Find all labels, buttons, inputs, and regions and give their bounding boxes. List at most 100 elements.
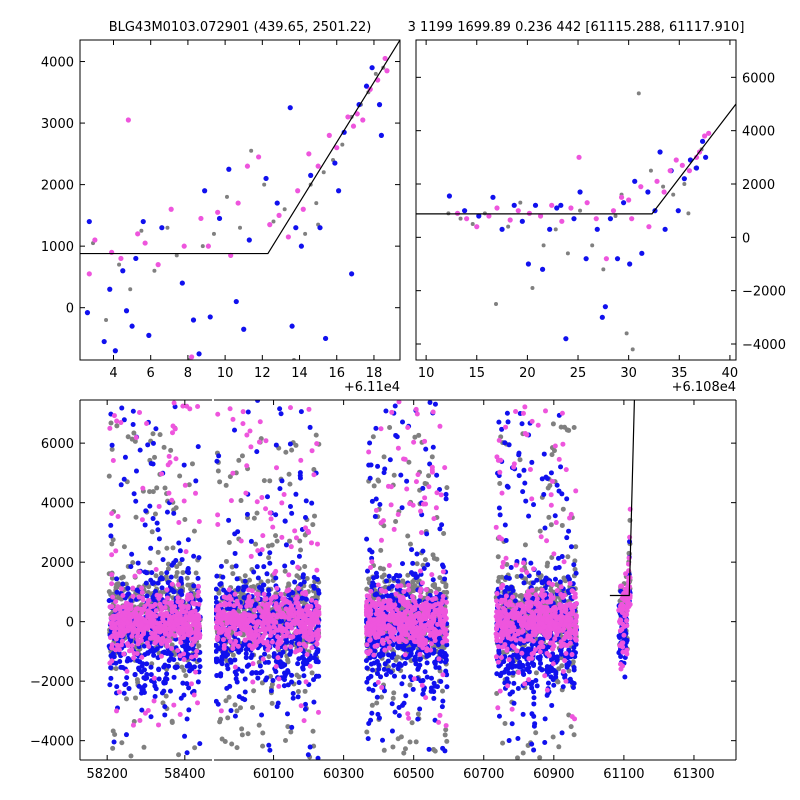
blue-data-point: [295, 661, 301, 667]
blue-data-point: [150, 594, 156, 600]
gray-data-point: [153, 573, 159, 579]
blue-data-point: [424, 660, 430, 666]
gray-data-point: [234, 745, 240, 751]
magenta-data-point: [646, 224, 652, 230]
blue-data-point: [535, 655, 541, 661]
gray-data-point: [556, 744, 562, 750]
gray-data-point: [158, 570, 164, 576]
gray-data-point: [223, 698, 229, 704]
blue-data-point: [571, 645, 577, 651]
magenta-data-point: [169, 497, 175, 503]
magenta-data-point: [137, 717, 143, 723]
blue-data-point: [305, 752, 311, 758]
gray-data-point: [310, 728, 316, 734]
gray-data-point: [387, 425, 393, 431]
blue-data-point: [271, 653, 277, 659]
blue-data-point: [284, 711, 290, 717]
magenta-data-point: [276, 212, 282, 218]
blue-data-point: [501, 659, 507, 665]
magenta-data-point: [215, 209, 221, 215]
magenta-data-point: [114, 418, 120, 424]
gray-data-point: [164, 545, 170, 551]
blue-data-point: [391, 662, 397, 668]
magenta-data-point: [196, 518, 202, 524]
blue-data-point: [399, 505, 405, 511]
gray-data-point: [132, 695, 138, 701]
blue-data-point: [214, 458, 220, 464]
blue-data-point: [292, 579, 298, 585]
blue-data-point: [282, 518, 288, 524]
blue-data-point: [414, 551, 420, 557]
gray-data-point: [312, 513, 318, 519]
gray-data-point: [265, 578, 271, 584]
gray-data-point: [578, 208, 583, 213]
gray-data-point: [226, 694, 232, 700]
blue-data-point: [364, 665, 370, 671]
blue-data-point: [142, 522, 148, 528]
magenta-data-point: [129, 647, 135, 653]
blue-data-point: [602, 304, 608, 310]
gray-data-point: [442, 732, 448, 738]
gray-data-point: [558, 655, 564, 661]
blue-data-point: [531, 695, 537, 701]
blue-data-point: [432, 683, 438, 689]
gray-data-point: [262, 182, 267, 187]
blue-data-point: [516, 473, 522, 479]
blue-data-point: [287, 441, 293, 447]
gray-data-point: [266, 555, 272, 561]
magenta-data-point: [576, 154, 582, 160]
blue-data-point: [520, 489, 526, 495]
gray-data-point: [215, 468, 221, 474]
gray-data-point: [150, 489, 156, 495]
blue-data-point: [703, 154, 709, 160]
gray-data-point: [274, 538, 280, 544]
blue-data-point: [226, 517, 232, 523]
gray-data-point: [412, 434, 418, 440]
magenta-data-point: [112, 607, 118, 613]
gray-data-point: [391, 472, 397, 478]
gray-data-point: [174, 570, 180, 576]
gray-data-point: [500, 649, 506, 655]
blue-data-point: [539, 579, 545, 585]
y-tick-label: 4000: [742, 125, 775, 140]
blue-data-point: [159, 585, 165, 591]
blue-data-point: [322, 335, 329, 342]
blue-data-point: [367, 655, 373, 661]
gray-data-point: [572, 566, 578, 572]
magenta-data-point: [178, 640, 184, 646]
gray-data-point: [183, 673, 189, 679]
magenta-data-point: [125, 117, 131, 123]
magenta-data-point: [166, 626, 172, 632]
blue-data-point: [267, 560, 273, 566]
blue-data-point: [156, 536, 162, 542]
gray-data-point: [441, 530, 447, 536]
magenta-data-point: [350, 123, 357, 129]
blue-data-point: [141, 667, 147, 673]
blue-data-point: [372, 513, 378, 519]
magenta-data-point: [702, 133, 708, 139]
blue-data-point: [363, 658, 369, 664]
blue-data-point: [125, 585, 131, 591]
blue-data-point: [317, 225, 323, 231]
blue-data-point: [122, 454, 128, 460]
x-tick-label: 16: [328, 366, 345, 381]
blue-data-point: [193, 478, 199, 484]
gray-data-point: [217, 479, 223, 485]
gray-data-point: [269, 681, 275, 687]
blue-data-point: [526, 669, 532, 675]
x-offset-label: +6.11e4: [344, 380, 400, 395]
gray-data-point: [402, 746, 408, 752]
blue-data-point: [511, 700, 517, 706]
gray-data-point: [131, 430, 137, 436]
gray-data-point: [242, 573, 248, 579]
blue-data-point: [529, 459, 535, 465]
gray-data-point: [160, 700, 166, 706]
blue-data-point: [566, 647, 572, 653]
gray-data-point: [173, 505, 179, 511]
magenta-data-point: [113, 548, 119, 554]
magenta-data-point: [107, 660, 113, 666]
blue-data-point: [191, 688, 197, 694]
blue-data-point: [135, 560, 141, 566]
blue-data-point: [681, 176, 687, 182]
